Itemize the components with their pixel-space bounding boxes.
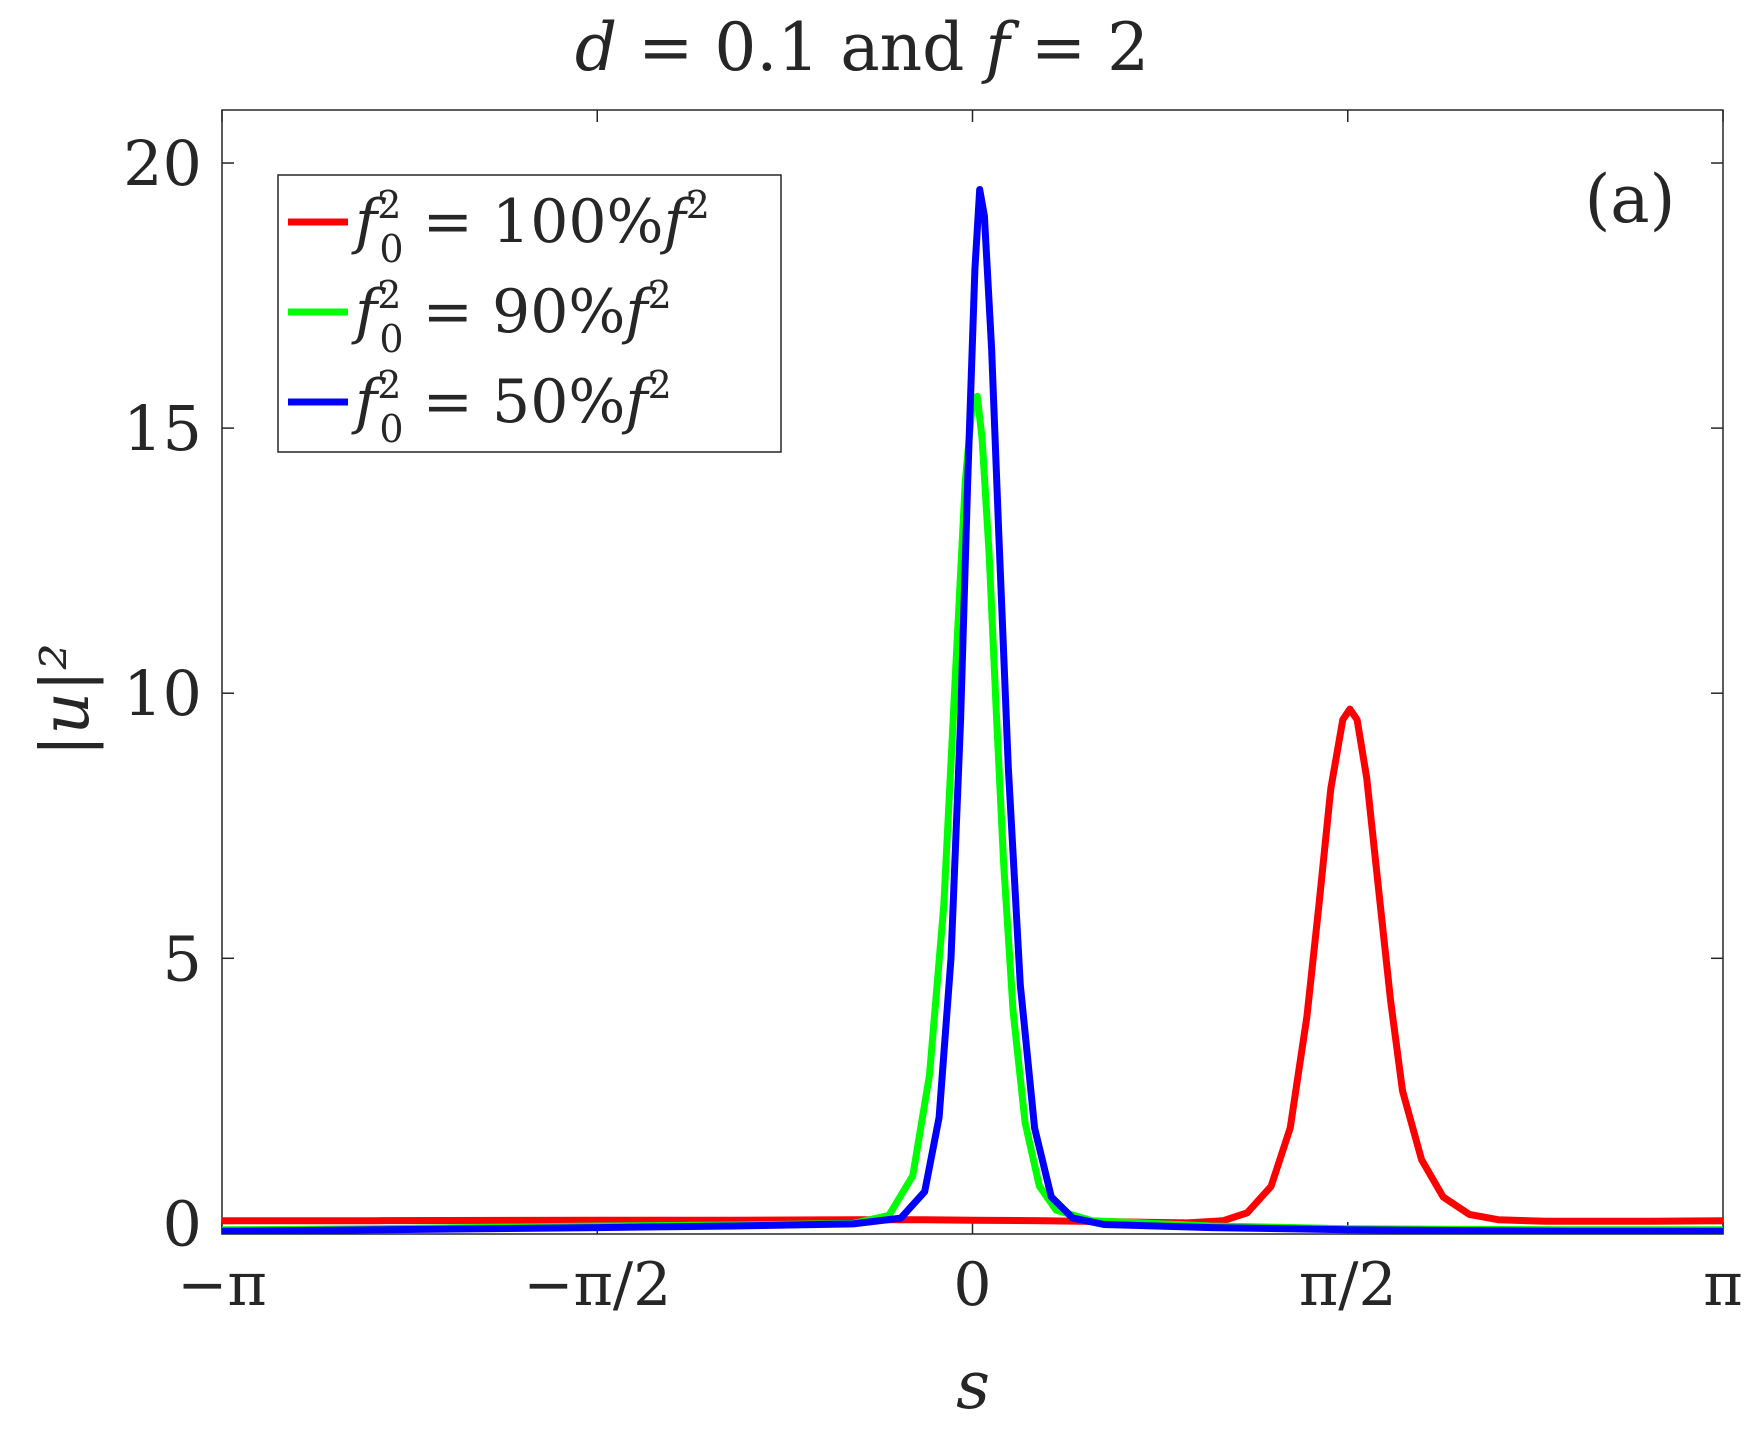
y-tick-label: 5	[163, 922, 202, 995]
series-line-2	[222, 186, 1723, 1234]
x-tick-label: π	[1703, 1250, 1742, 1320]
y-axis-ticks: 0 5 10 15 20	[123, 127, 1723, 1260]
y-tick-label: 20	[123, 127, 202, 200]
x-axis-ticks: −π −π/2 0 π/2 π	[177, 110, 1743, 1320]
title-var-d: d	[575, 9, 617, 86]
x-tick-label: −π	[177, 1250, 267, 1320]
series-lines	[222, 186, 1723, 1234]
series-line-0	[222, 705, 1723, 1227]
x-tick-label: 0	[953, 1250, 991, 1320]
chart-title: d = 0.1 and f = 2	[575, 9, 1149, 86]
legend-label-2: f2 0 = 50%f2	[351, 363, 672, 451]
legend-box	[277, 174, 782, 453]
x-axis-label: s	[956, 1347, 990, 1424]
y-tick-label: 10	[123, 657, 202, 730]
title-eq1: = 0.1 and	[617, 9, 985, 86]
x-tick-label: −π/2	[523, 1250, 671, 1320]
y-axis-label: |u|²	[27, 643, 104, 756]
title-eq2: = 2	[1010, 9, 1149, 86]
x-tick-label: π/2	[1299, 1250, 1397, 1320]
y-tick-label: 15	[123, 392, 202, 465]
legend-label-1: f2 0 = 90%f2	[351, 273, 672, 361]
y-tick-label: 0	[163, 1187, 202, 1260]
panel-label: (a)	[1585, 161, 1676, 238]
